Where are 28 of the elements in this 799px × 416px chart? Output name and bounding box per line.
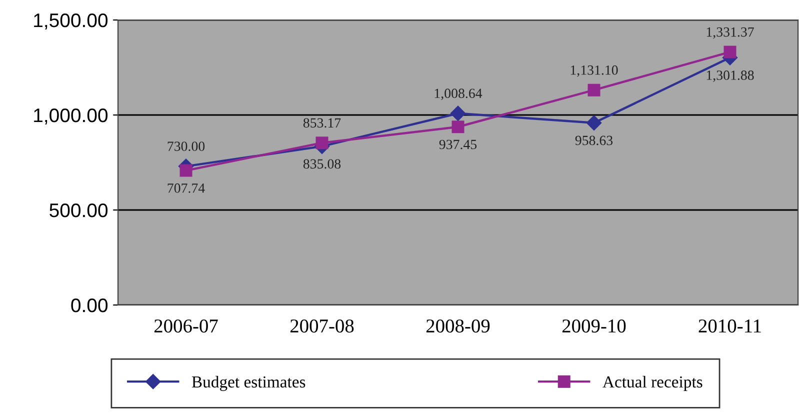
data-label: 1,331.37 — [706, 27, 754, 39]
point — [316, 136, 328, 150]
x-tick-label: 2006-07 — [154, 319, 218, 333]
data-label: 730.00 — [168, 142, 205, 152]
point — [180, 164, 192, 177]
legend-label: Budget estimates — [192, 376, 306, 391]
x-tick-label: 2009-10 — [562, 319, 626, 333]
data-label: 1,301.88 — [706, 70, 754, 82]
data-label: 937.45 — [439, 140, 477, 150]
point — [724, 46, 736, 58]
y-tick-label: 1,000.00 — [34, 108, 108, 125]
point — [588, 84, 600, 96]
data-label: 958.63 — [575, 136, 613, 146]
x-tick-label: 2008-09 — [426, 319, 490, 333]
point — [586, 115, 602, 130]
y-tick-label: 1,500.00 — [34, 13, 108, 30]
data-label: 1,131.10 — [570, 65, 618, 77]
x-tick-label: 2007-08 — [290, 319, 354, 333]
data-label: 835.08 — [303, 159, 341, 169]
legend-label: Actual receipts — [602, 376, 702, 391]
data-label: 707.74 — [168, 183, 205, 193]
y-tick-label: 500.00 — [50, 203, 108, 218]
y-tick-label: 0.00 — [71, 298, 108, 312]
point — [450, 106, 466, 121]
data-label: 1,008.64 — [434, 88, 482, 100]
point — [452, 120, 464, 134]
data-label: 853.17 — [303, 118, 341, 128]
x-tick-label: 2010-11 — [698, 319, 761, 333]
